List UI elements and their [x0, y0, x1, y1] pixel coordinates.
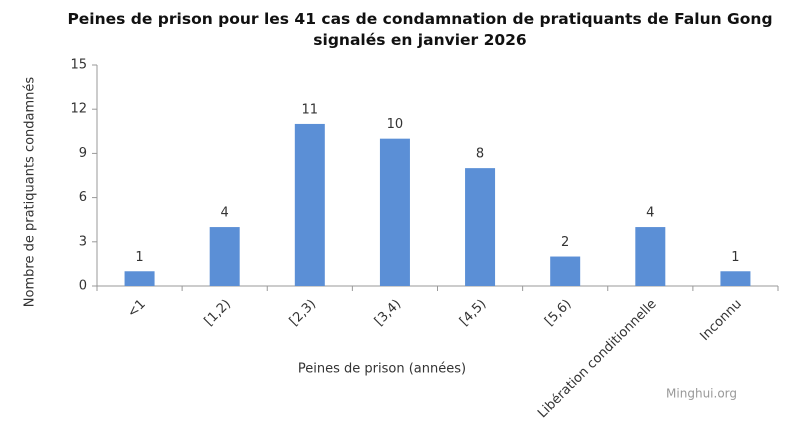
- y-axis-label: Nombre de pratiquants condamnés: [23, 77, 38, 308]
- bar: [294, 123, 325, 286]
- bar: [550, 256, 581, 286]
- value-label: 1: [731, 250, 739, 265]
- y-tick-label: 3: [79, 234, 87, 249]
- bar: [720, 271, 751, 286]
- x-tick-label: [3,4): [372, 297, 404, 329]
- y-tick-label: 6: [79, 190, 87, 205]
- y-tick-label: 12: [70, 102, 87, 117]
- y-tick-label: 9: [79, 146, 87, 161]
- bar: [124, 271, 155, 286]
- value-label: 4: [221, 206, 229, 221]
- bar: [635, 227, 666, 286]
- x-tick-label: [4,5): [457, 297, 489, 329]
- bar: [209, 227, 240, 286]
- x-axis-label: Peines de prison (années): [298, 362, 466, 377]
- x-tick-label: <1: [125, 297, 149, 321]
- x-tick-label: [5,6): [542, 297, 574, 329]
- y-tick-label: 15: [70, 58, 87, 73]
- value-label: 11: [302, 102, 319, 117]
- value-label: 4: [646, 206, 654, 221]
- bar: [379, 138, 410, 286]
- x-tick-label: Inconnu: [697, 297, 744, 344]
- x-tick-label: [2,3): [287, 297, 319, 329]
- value-label: 10: [387, 117, 404, 132]
- value-label: 1: [135, 250, 143, 265]
- x-tick-label: [1,2): [202, 297, 234, 329]
- chart-title: Peines de prison pour les 41 cas de cond…: [67, 10, 773, 49]
- y-tick-label: 0: [79, 279, 87, 294]
- bar: [465, 168, 496, 286]
- value-label: 8: [476, 147, 484, 162]
- value-label: 2: [561, 235, 569, 250]
- watermark: Minghui.org: [666, 387, 737, 401]
